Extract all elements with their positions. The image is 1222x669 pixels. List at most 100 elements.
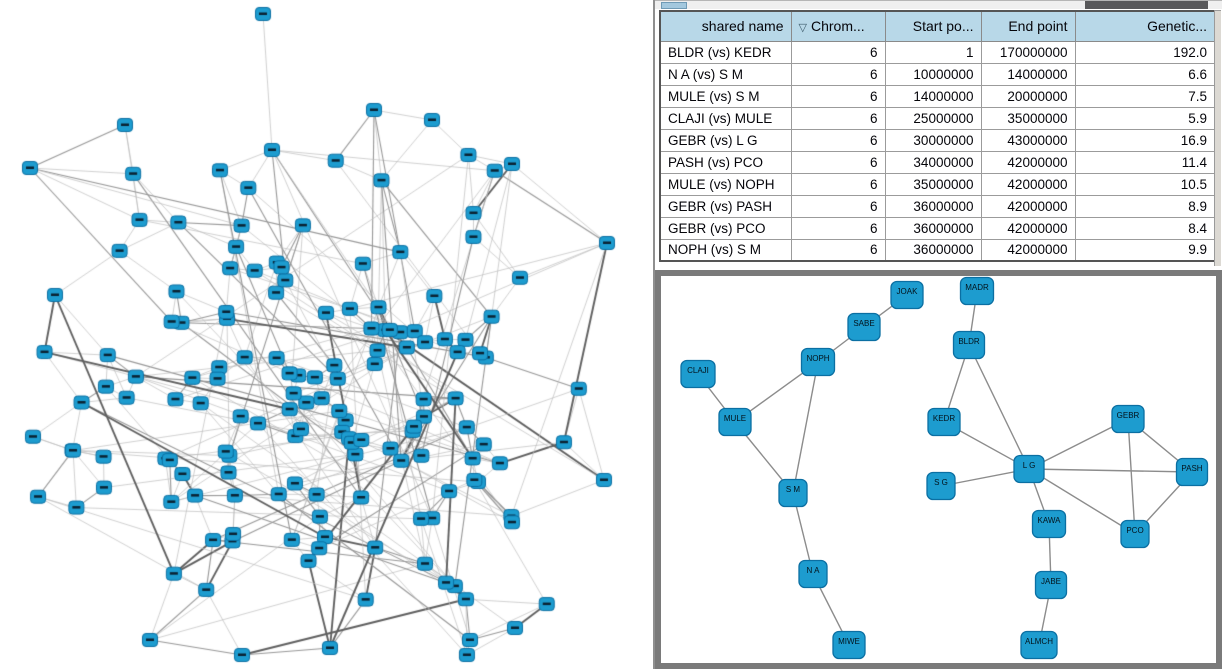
network-node-JOAK[interactable]: JOAK xyxy=(890,280,924,310)
network-node-S-M[interactable]: S M xyxy=(778,478,808,508)
table-cell[interactable]: CLAJI (vs) MULE xyxy=(659,106,792,130)
table-cell[interactable]: GEBR (vs) PASH xyxy=(659,194,792,218)
table-row[interactable]: BLDR (vs) KEDR 6 1 170000000 192.0 xyxy=(659,40,1216,64)
table-cell[interactable]: 170000000 xyxy=(980,40,1076,64)
column-header-genetic---[interactable]: Genetic... xyxy=(1074,10,1216,42)
network-edge xyxy=(1127,418,1136,535)
table-cell[interactable]: 5.9 xyxy=(1074,106,1216,130)
table-cell[interactable]: 6 xyxy=(790,194,886,218)
table-cell[interactable]: 192.0 xyxy=(1074,40,1216,64)
network-node-ALMCH[interactable]: ALMCH xyxy=(1020,630,1058,660)
network-node-PCO[interactable]: PCO xyxy=(1120,519,1150,549)
table-cell[interactable]: GEBR (vs) PCO xyxy=(659,216,792,240)
table-cell[interactable]: 36000000 xyxy=(884,194,982,218)
node-shape xyxy=(1020,630,1058,660)
table-row[interactable]: GEBR (vs) PASH 6 36000000 42000000 8.9 xyxy=(659,194,1216,218)
network-node-GEBR[interactable]: GEBR xyxy=(1111,404,1145,434)
table-row[interactable]: CLAJI (vs) MULE 6 25000000 35000000 5.9 xyxy=(659,106,1216,130)
table-cell[interactable]: 20000000 xyxy=(980,84,1076,108)
table-row[interactable]: N A (vs) S M 6 10000000 14000000 6.6 xyxy=(659,62,1216,86)
node-shape xyxy=(952,330,986,360)
table-cell[interactable]: 36000000 xyxy=(884,216,982,240)
panel-tab-sliver[interactable] xyxy=(661,2,687,9)
table-cell[interactable]: 25000000 xyxy=(884,106,982,130)
table-cell[interactable]: 42000000 xyxy=(980,172,1076,196)
table-cell[interactable]: 34000000 xyxy=(884,150,982,174)
table-cell[interactable]: 8.4 xyxy=(1074,216,1216,240)
network-node-KEDR[interactable]: KEDR xyxy=(927,407,961,437)
table-row[interactable]: MULE (vs) S M 6 14000000 20000000 7.5 xyxy=(659,84,1216,108)
network-node-SABE[interactable]: SABE xyxy=(847,312,881,342)
table-cell[interactable]: 6 xyxy=(790,150,886,174)
column-header-start-po---[interactable]: Start po... xyxy=(884,10,982,42)
table-cell[interactable]: 9.9 xyxy=(1074,238,1216,262)
network-node-CLAJI[interactable]: CLAJI xyxy=(680,359,716,389)
table-cell[interactable]: 6 xyxy=(790,62,886,86)
table-cell[interactable]: 42000000 xyxy=(980,216,1076,240)
table-cell[interactable]: NOPH (vs) S M xyxy=(659,238,792,262)
column-header-end-point[interactable]: End point xyxy=(980,10,1076,42)
table-cell[interactable]: 35000000 xyxy=(884,172,982,196)
table-cell[interactable]: BLDR (vs) KEDR xyxy=(659,40,792,64)
table-cell[interactable]: 7.5 xyxy=(1074,84,1216,108)
table-row[interactable]: GEBR (vs) PCO 6 36000000 42000000 8.4 xyxy=(659,216,1216,240)
network-node-N-A[interactable]: N A xyxy=(798,559,828,589)
table-cell[interactable]: 10000000 xyxy=(884,62,982,86)
table-cell[interactable]: 30000000 xyxy=(884,128,982,152)
filter-icon[interactable]: ▽ xyxy=(798,22,807,35)
table-cell[interactable]: 35000000 xyxy=(980,106,1076,130)
network-node-L-G[interactable]: L G xyxy=(1013,454,1045,484)
table-cell[interactable]: MULE (vs) NOPH xyxy=(659,172,792,196)
network-node-MADR[interactable]: MADR xyxy=(959,276,995,306)
table-row[interactable]: PASH (vs) PCO 6 34000000 42000000 11.4 xyxy=(659,150,1216,174)
table-cell[interactable]: N A (vs) S M xyxy=(659,62,792,86)
table-cell[interactable]: 16.9 xyxy=(1074,128,1216,152)
overview-network-canvas[interactable] xyxy=(0,0,653,669)
network-node-MIWE[interactable]: MIWE xyxy=(832,630,866,660)
table-cell[interactable]: 36000000 xyxy=(884,238,982,262)
network-node-NOPH[interactable]: NOPH xyxy=(800,347,836,377)
table-cell[interactable]: 6 xyxy=(790,40,886,64)
table-cell[interactable]: 43000000 xyxy=(980,128,1076,152)
table-cell[interactable]: PASH (vs) PCO xyxy=(659,150,792,174)
table-cell[interactable]: 6 xyxy=(790,106,886,130)
table-cell[interactable]: 6 xyxy=(790,216,886,240)
network-node-JABE[interactable]: JABE xyxy=(1034,570,1068,600)
table-row[interactable]: GEBR (vs) L G 6 30000000 43000000 16.9 xyxy=(659,128,1216,152)
network-node-S-G[interactable]: S G xyxy=(926,471,956,501)
table-row[interactable]: NOPH (vs) S M 6 36000000 42000000 9.9 xyxy=(659,238,1216,262)
network-node-PASH[interactable]: PASH xyxy=(1175,457,1209,487)
table-cell[interactable]: 14000000 xyxy=(884,84,982,108)
table-cell[interactable]: MULE (vs) S M xyxy=(659,84,792,108)
table-cell[interactable]: 42000000 xyxy=(980,194,1076,218)
table-cell[interactable]: 8.9 xyxy=(1074,194,1216,218)
table-cell[interactable]: 6.6 xyxy=(1074,62,1216,86)
table-scrollbar[interactable] xyxy=(1214,10,1221,266)
column-header-label: End point xyxy=(1008,18,1068,35)
network-node-MULE[interactable]: MULE xyxy=(718,407,752,437)
table-cell[interactable]: 14000000 xyxy=(980,62,1076,86)
table-cell[interactable]: 6 xyxy=(790,84,886,108)
subnetwork-view[interactable]: JOAK SABE NOPH CLAJI MULE S M N A MIWE MADR BLDR K… xyxy=(661,276,1218,665)
table-cell[interactable]: 42000000 xyxy=(980,238,1076,262)
table-cell[interactable]: 6 xyxy=(790,238,886,262)
node-label: L G xyxy=(1023,461,1036,470)
table-cell[interactable]: 10.5 xyxy=(1074,172,1216,196)
table-cell[interactable]: 1 xyxy=(884,40,982,64)
table-cell[interactable]: GEBR (vs) L G xyxy=(659,128,792,152)
column-header-shared-name[interactable]: shared name xyxy=(659,10,792,42)
table-cell[interactable]: 6 xyxy=(790,172,886,196)
table-cell[interactable]: 42000000 xyxy=(980,150,1076,174)
column-header-label: Chrom... xyxy=(810,18,865,35)
network-node-KAWA[interactable]: KAWA xyxy=(1031,509,1067,539)
network-node-BLDR[interactable]: BLDR xyxy=(952,330,986,360)
network-edge xyxy=(792,361,819,494)
table-row[interactable]: MULE (vs) NOPH 6 35000000 42000000 10.5 xyxy=(659,172,1216,196)
network-edge xyxy=(1028,468,1136,535)
table-cell[interactable]: 11.4 xyxy=(1074,150,1216,174)
table-cell[interactable]: 6 xyxy=(790,128,886,152)
node-label: N A xyxy=(807,566,821,575)
node-shape xyxy=(926,471,956,501)
node-label: S G xyxy=(934,478,948,487)
column-header-chrom---[interactable]: ▽ Chrom... xyxy=(790,10,886,42)
